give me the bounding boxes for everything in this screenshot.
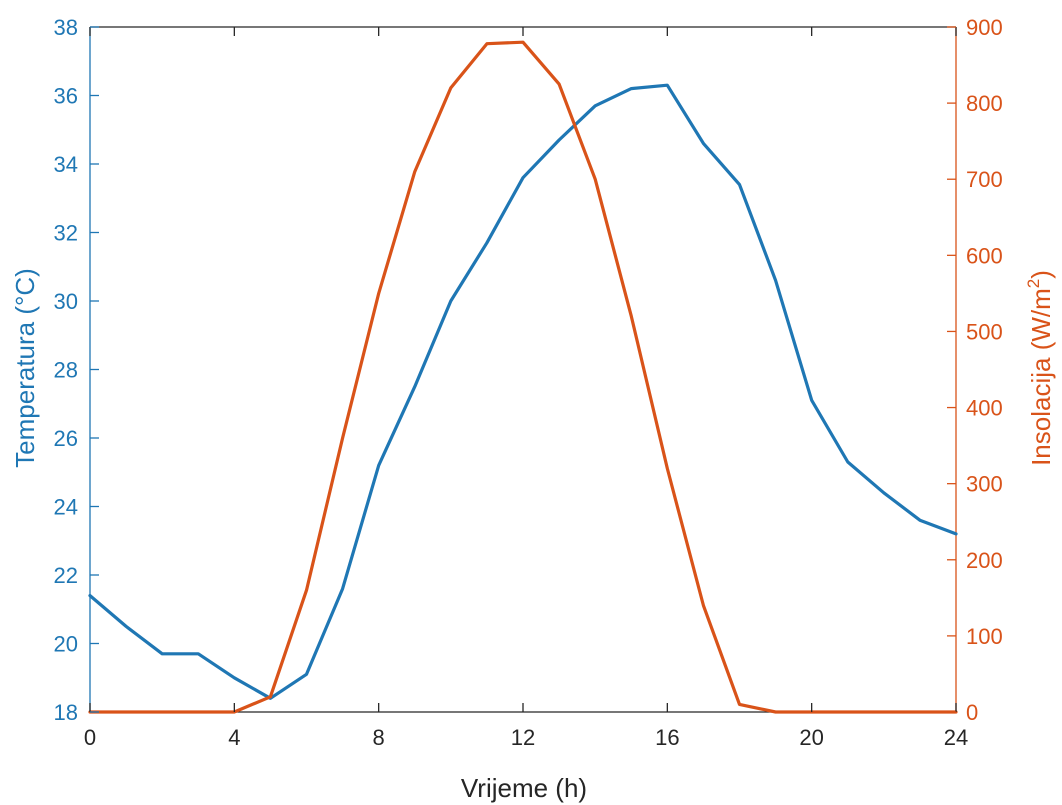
y-left-tick-label: 26 (54, 426, 78, 451)
y-left-tick-label: 38 (54, 15, 78, 40)
y-right-tick-label: 400 (966, 396, 1003, 421)
x-tick-label: 24 (944, 725, 968, 750)
y-right-tick-label: 900 (966, 15, 1003, 40)
y-right-tick-label: 300 (966, 472, 1003, 497)
x-tick-label: 20 (799, 725, 823, 750)
y-right-tick-label: 200 (966, 548, 1003, 573)
y-axis-right-label: Insolacija (W/m2) (1024, 270, 1056, 466)
y-axis-right-label-main: Insolacija (W/m (1026, 288, 1056, 466)
y-axis-right-label-close: ) (1026, 270, 1056, 279)
y-right-tick-label: 100 (966, 624, 1003, 649)
y-right-tick-label: 0 (966, 700, 978, 725)
y-left-tick-label: 22 (54, 563, 78, 588)
y-left-tick-label: 32 (54, 221, 78, 246)
y-left-tick-label: 20 (54, 632, 78, 657)
ticks-layer: 0 4 8 12 16 20 24 18 20 22 24 26 28 30 32 34 36 38 0 100 200… (54, 15, 1003, 750)
y-axis-left-label: Temperatura (°C) (10, 268, 40, 468)
x-tick-label: 4 (228, 725, 240, 750)
x-axis-label: Vrijeme (h) (461, 773, 587, 803)
y-left-tick-label: 34 (54, 152, 78, 177)
x-tick-label: 16 (655, 725, 679, 750)
y-left-tick-label: 24 (54, 495, 78, 520)
x-tick-label: 0 (84, 725, 96, 750)
y-left-tick-label: 18 (54, 700, 78, 725)
y-left-tick-label: 36 (54, 84, 78, 109)
y-left-tick-label: 30 (54, 289, 78, 314)
series-line-temperature (88, 83, 958, 700)
plot-area (89, 26, 957, 713)
series-line-insolation (88, 40, 958, 714)
x-tick-label: 8 (373, 725, 385, 750)
y-right-tick-label: 800 (966, 91, 1003, 116)
y-right-tick-label: 500 (966, 319, 1003, 344)
y-right-tick-label: 600 (966, 243, 1003, 268)
y-right-tick-label: 700 (966, 167, 1003, 192)
x-tick-label: 12 (511, 725, 535, 750)
y-axis-right-label-superscript: 2 (1024, 279, 1043, 288)
y-left-tick-label: 28 (54, 358, 78, 383)
series-layer (88, 40, 958, 714)
